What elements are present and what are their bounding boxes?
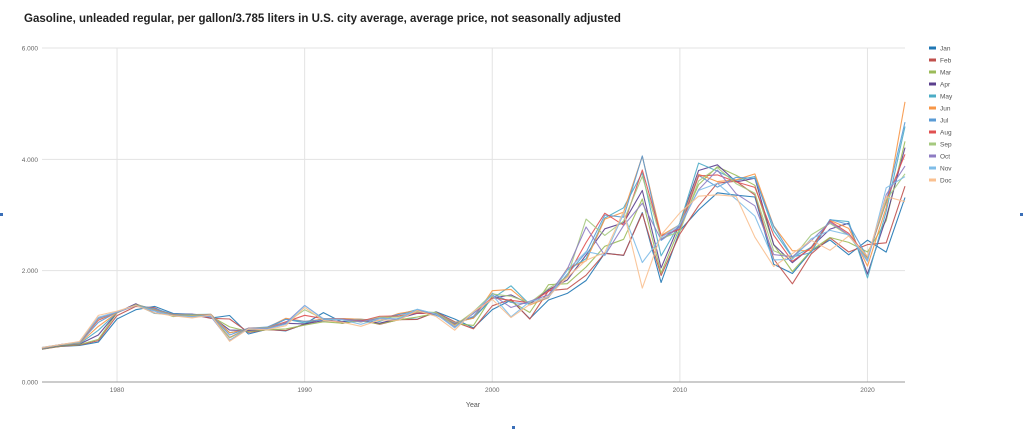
x-tick-label: 1980 bbox=[110, 387, 125, 394]
legend-label: Aug bbox=[940, 130, 952, 137]
x-tick-label: 2010 bbox=[673, 387, 688, 394]
legend-swatch bbox=[929, 154, 936, 158]
legend-swatch bbox=[929, 58, 936, 62]
gridlines bbox=[42, 47, 905, 383]
resize-handle-right[interactable] bbox=[1020, 213, 1023, 216]
legend-label: Apr bbox=[940, 82, 951, 89]
legend-item-may[interactable]: May bbox=[929, 94, 953, 101]
series-line-sep bbox=[41, 167, 906, 349]
legend-item-mar[interactable]: Mar bbox=[929, 70, 952, 77]
x-axis-label: Year bbox=[466, 402, 481, 409]
legend-item-feb[interactable]: Feb bbox=[929, 58, 952, 65]
legend-swatch bbox=[929, 178, 936, 182]
legend-swatch bbox=[929, 46, 936, 50]
series-line-oct bbox=[41, 165, 906, 349]
legend-label: Nov bbox=[940, 166, 952, 173]
x-tick-label: 2000 bbox=[485, 387, 500, 394]
legend-swatch bbox=[929, 106, 936, 110]
legend-swatch bbox=[929, 94, 936, 98]
legend-label: Sep bbox=[940, 142, 952, 149]
x-tick-label: 2020 bbox=[860, 387, 875, 394]
legend-label: Mar bbox=[940, 70, 952, 77]
axes: 0.000 2.000 4.000 6.000 1980 1990 2000 2010 2020 bbox=[22, 46, 905, 394]
legend-swatch bbox=[929, 130, 936, 134]
legend-swatch bbox=[929, 118, 936, 122]
legend-item-doc[interactable]: Doc bbox=[929, 178, 952, 185]
legend-label: Oct bbox=[940, 154, 950, 161]
legend-item-jan[interactable]: Jan bbox=[929, 46, 951, 53]
legend-swatch bbox=[929, 166, 936, 170]
legend[interactable]: Jan Feb Mar Apr May Jun Jul Aug Sep Oct Nov Doc bbox=[929, 46, 953, 185]
series-lines bbox=[41, 101, 906, 350]
legend-item-jun[interactable]: Jun bbox=[929, 106, 951, 113]
legend-label: Jul bbox=[940, 118, 949, 125]
y-tick-label: 0.000 bbox=[22, 380, 39, 387]
chart-title: Gasoline, unleaded regular, per gallon/3… bbox=[24, 13, 621, 25]
y-tick-label: 2.000 bbox=[22, 268, 39, 275]
x-tick-label: 1990 bbox=[297, 387, 312, 394]
legend-swatch bbox=[929, 70, 936, 74]
series-line-nov bbox=[41, 176, 906, 348]
y-tick-label: 4.000 bbox=[22, 157, 39, 164]
legend-label: Jun bbox=[940, 106, 951, 113]
y-tick-label: 6.000 bbox=[22, 46, 39, 53]
legend-item-nov[interactable]: Nov bbox=[929, 166, 952, 173]
legend-item-sep[interactable]: Sep bbox=[929, 142, 952, 149]
resize-handle-bottom[interactable] bbox=[512, 426, 515, 429]
legend-swatch bbox=[929, 142, 936, 146]
legend-item-jul[interactable]: Jul bbox=[929, 118, 949, 125]
legend-label: Doc bbox=[940, 178, 952, 185]
legend-label: Jan bbox=[940, 46, 951, 53]
legend-item-aug[interactable]: Aug bbox=[929, 130, 952, 137]
legend-item-oct[interactable]: Oct bbox=[929, 154, 950, 161]
legend-swatch bbox=[929, 82, 936, 86]
legend-item-apr[interactable]: Apr bbox=[929, 82, 951, 89]
resize-handle-left[interactable] bbox=[0, 213, 3, 216]
legend-label: Feb bbox=[940, 58, 952, 65]
legend-label: May bbox=[940, 94, 953, 101]
series-line-doc bbox=[41, 194, 906, 349]
